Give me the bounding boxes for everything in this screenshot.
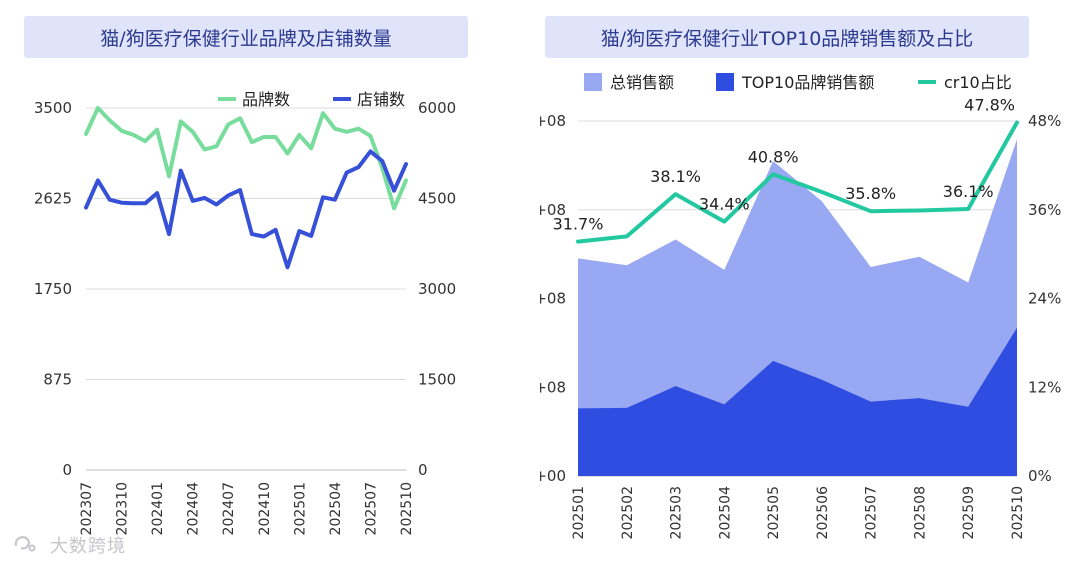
x-tick-label: 202510 [399, 482, 415, 535]
y-left-tick-label: 875 [43, 371, 72, 389]
y-left-tick-label: 0E+00 [540, 467, 566, 485]
y-right-tick-label: 24% [1028, 290, 1061, 308]
x-tick-label: 202508 [912, 486, 928, 539]
x-tick-label: 202504 [328, 482, 344, 536]
y-right-tick-label: 1500 [418, 371, 456, 389]
series-line-brands [84, 106, 408, 211]
x-tick-label: 202503 [669, 486, 685, 539]
x-tick-label: 202507 [363, 482, 379, 535]
x-tick-label: 202509 [961, 486, 977, 539]
legend-label: cr10占比 [944, 73, 1012, 92]
y-left-tick-label: 6E+08 [540, 112, 566, 130]
data-label: 35.8% [845, 184, 896, 203]
data-label: 34.4% [699, 195, 750, 214]
x-tick-label: 202401 [150, 482, 166, 535]
watermark-logo-icon [14, 536, 36, 552]
left-chart: 0 875 1750 2625 3500 0 1500 3000 4500 6000 202307 2… [34, 90, 456, 536]
y-right-tick-label: 3000 [418, 280, 456, 298]
y-left-tick-label: 2625 [34, 190, 72, 208]
data-label: 31.7% [553, 215, 604, 234]
y-left-tick-label: 3E+08 [540, 290, 566, 308]
x-tick-label: 202404 [186, 482, 202, 536]
y-right-tick-label: 12% [1028, 378, 1061, 396]
legend-label: TOP10品牌销售额 [741, 73, 874, 92]
y-right-tick-label: 6000 [418, 99, 456, 117]
x-tick-label: 202410 [257, 482, 273, 535]
legend-swatch [716, 73, 734, 91]
series-line-cr10 [576, 120, 1019, 244]
y-left-tick-label: 2E+08 [540, 378, 566, 396]
data-label: 38.1% [650, 167, 701, 186]
x-tick-label: 202504 [717, 486, 733, 540]
x-tick-label: 202506 [815, 486, 831, 540]
y-right-tick-label: 4500 [418, 190, 456, 208]
y-left-tick-label: 1750 [34, 280, 72, 298]
x-tick-label: 202510 [1010, 486, 1026, 539]
legend-label: 总销售额 [610, 73, 674, 92]
legend-label: 店铺数 [357, 90, 405, 109]
watermark-text: 大数跨境 [50, 536, 126, 557]
x-tick-label: 202501 [571, 486, 587, 539]
data-label: 36.1% [943, 182, 994, 201]
legend-label: 品牌数 [242, 90, 290, 109]
x-tick-label: 202310 [115, 482, 131, 535]
data-label: 40.8% [748, 147, 799, 166]
area-top10-sales [578, 327, 1017, 476]
y-right-tick-label: 0% [1028, 467, 1052, 485]
x-tick-label: 202505 [766, 486, 782, 539]
right-chart-title: 猫/狗医疗保健行业TOP10品牌销售额及占比 [545, 16, 1029, 58]
legend-swatch [584, 73, 602, 91]
y-right-tick-label: 48% [1028, 112, 1061, 130]
y-left-tick-label: 0 [62, 461, 72, 479]
right-chart: 0E+00 2E+08 3E+08 5E+08 6E+08 0% 12% 24% 36% 48% 3… [540, 73, 1061, 540]
data-label: 47.8% [964, 95, 1015, 114]
x-tick-label: 202502 [620, 486, 636, 539]
y-left-tick-label: 3500 [34, 99, 72, 117]
series-line-stores [84, 149, 408, 270]
x-tick-label: 202507 [864, 486, 880, 539]
y-left-tick-label: 5E+08 [540, 201, 566, 219]
y-right-tick-label: 0 [418, 461, 428, 479]
y-right-tick-label: 36% [1028, 201, 1061, 219]
x-tick-label: 202501 [292, 482, 308, 535]
x-tick-label: 202407 [221, 482, 237, 535]
left-chart-title: 猫/狗医疗保健行业品牌及店铺数量 [24, 16, 468, 58]
x-tick-label: 202307 [79, 482, 95, 535]
